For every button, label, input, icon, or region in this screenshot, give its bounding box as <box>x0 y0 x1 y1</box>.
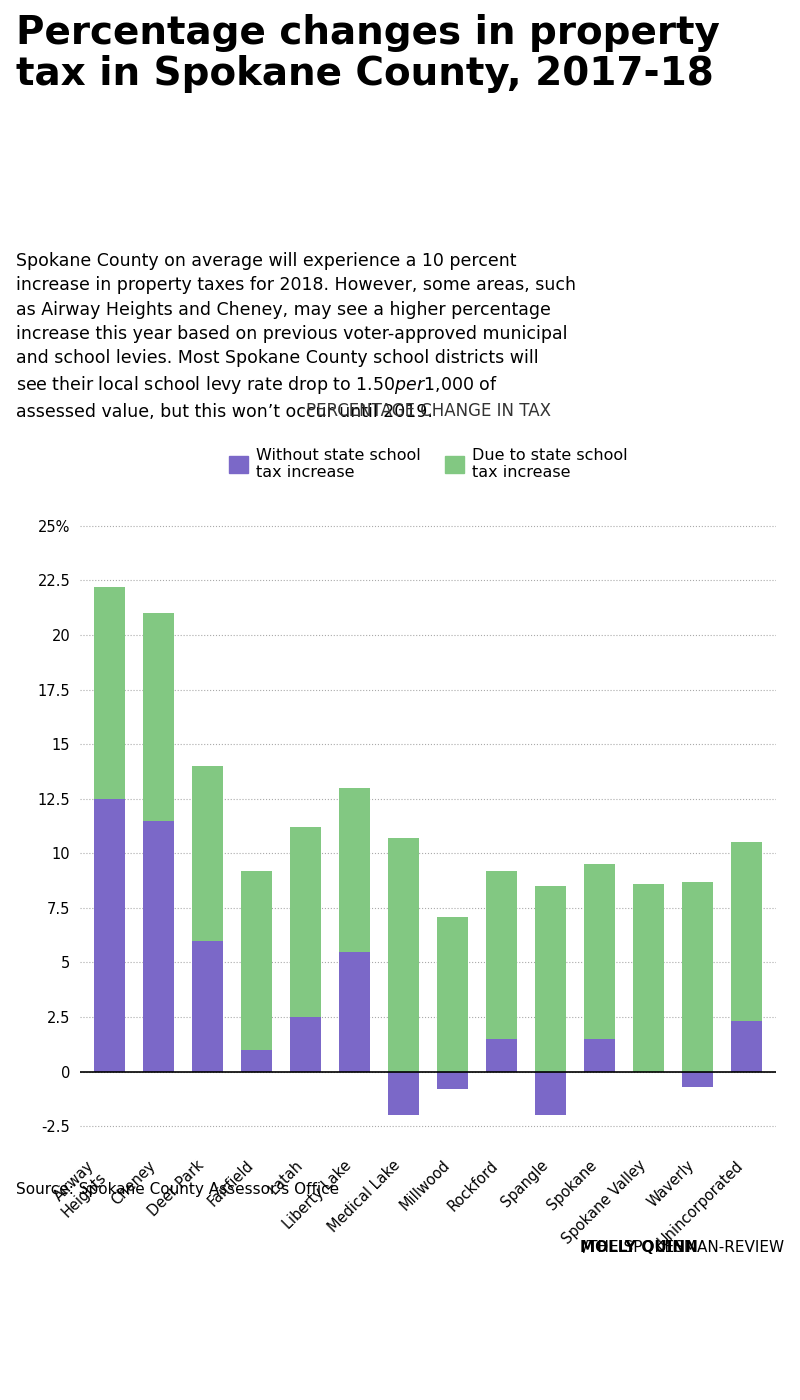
Bar <box>339 788 370 952</box>
Bar <box>682 882 713 1071</box>
Legend: Without state school
tax increase, Due to state school
tax increase: Without state school tax increase, Due t… <box>229 448 627 480</box>
Bar <box>242 871 272 1050</box>
Text: Spokane County on average will experience a 10 percent
increase in property taxe: Spokane County on average will experienc… <box>16 252 576 420</box>
Bar <box>242 1050 272 1071</box>
Bar <box>94 587 125 799</box>
Bar <box>438 917 468 1071</box>
Bar <box>192 766 222 941</box>
Bar <box>486 1039 517 1071</box>
Bar <box>584 864 614 1039</box>
Bar <box>731 1022 762 1071</box>
Bar <box>486 871 517 1039</box>
Bar <box>438 1071 468 1089</box>
Bar <box>682 1071 713 1086</box>
Bar <box>535 886 566 1071</box>
Text: Percentage changes in property
tax in Spokane County, 2017-18: Percentage changes in property tax in Sp… <box>16 14 720 92</box>
Text: MOLLY QUINN: MOLLY QUINN <box>581 1240 698 1256</box>
Text: /THE SPOKESMAN-REVIEW: /THE SPOKESMAN-REVIEW <box>583 1240 784 1256</box>
Bar <box>192 941 222 1071</box>
Text: Source: Spokane County Assessor’s Office: Source: Spokane County Assessor’s Office <box>16 1182 339 1197</box>
Bar <box>94 799 125 1071</box>
Bar <box>584 1039 614 1071</box>
Bar <box>339 952 370 1071</box>
Bar <box>388 839 418 1071</box>
Bar <box>731 843 762 1022</box>
Text: PERCENTAGE CHANGE IN TAX: PERCENTAGE CHANGE IN TAX <box>306 402 550 420</box>
Bar <box>388 1071 418 1116</box>
Bar <box>290 1016 321 1071</box>
Bar <box>634 883 664 1071</box>
Bar <box>143 613 174 820</box>
Bar <box>290 827 321 1016</box>
Bar <box>143 820 174 1071</box>
Bar <box>535 1071 566 1116</box>
